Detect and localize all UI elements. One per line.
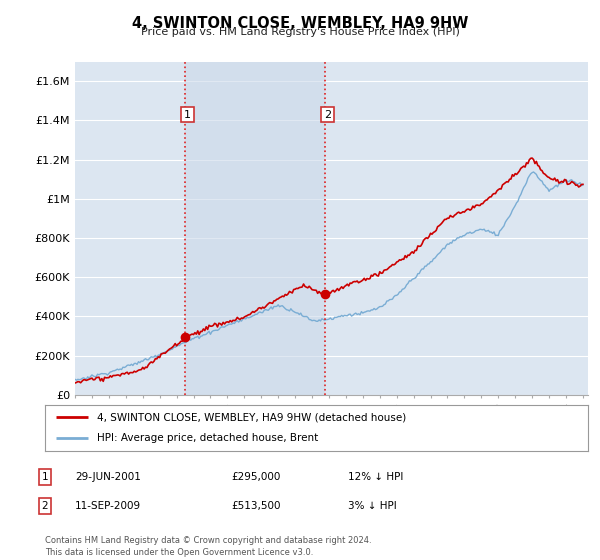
Text: Contains HM Land Registry data © Crown copyright and database right 2024.
This d: Contains HM Land Registry data © Crown c… (45, 536, 371, 557)
Text: 11-SEP-2009: 11-SEP-2009 (75, 501, 141, 511)
Text: 4, SWINTON CLOSE, WEMBLEY, HA9 9HW (detached house): 4, SWINTON CLOSE, WEMBLEY, HA9 9HW (deta… (97, 412, 406, 422)
Text: Price paid vs. HM Land Registry's House Price Index (HPI): Price paid vs. HM Land Registry's House … (140, 27, 460, 37)
Text: HPI: Average price, detached house, Brent: HPI: Average price, detached house, Bren… (97, 433, 318, 444)
Text: 1: 1 (41, 472, 49, 482)
Bar (185, 62, 325, 395)
Text: 3% ↓ HPI: 3% ↓ HPI (348, 501, 397, 511)
Text: £513,500: £513,500 (231, 501, 281, 511)
Text: 29-JUN-2001: 29-JUN-2001 (75, 472, 141, 482)
Text: 2: 2 (324, 110, 331, 119)
Text: 4, SWINTON CLOSE, WEMBLEY, HA9 9HW: 4, SWINTON CLOSE, WEMBLEY, HA9 9HW (132, 16, 468, 31)
Text: £295,000: £295,000 (231, 472, 280, 482)
Text: 12% ↓ HPI: 12% ↓ HPI (348, 472, 403, 482)
Text: 2: 2 (41, 501, 49, 511)
Text: 1: 1 (184, 110, 191, 119)
